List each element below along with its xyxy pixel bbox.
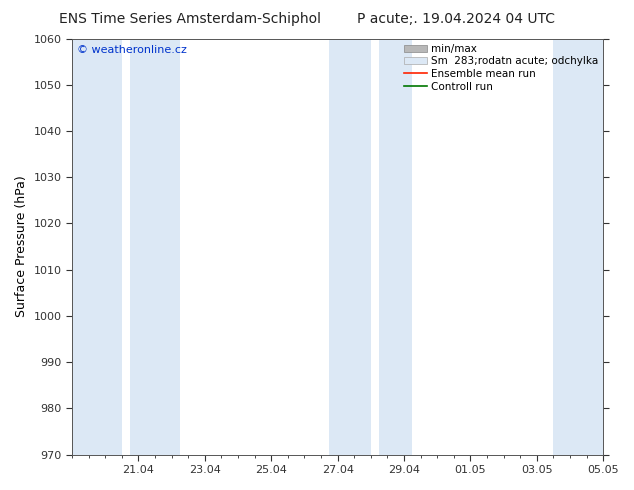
Text: ENS Time Series Amsterdam-Schiphol: ENS Time Series Amsterdam-Schiphol <box>59 12 321 26</box>
Bar <box>329 39 371 455</box>
Text: P acute;. 19.04.2024 04 UTC: P acute;. 19.04.2024 04 UTC <box>358 12 555 26</box>
Bar <box>553 39 603 455</box>
Bar <box>379 39 412 455</box>
Bar <box>130 39 180 455</box>
Legend: min/max, Sm  283;rodatn acute; odchylka, Ensemble mean run, Controll run: min/max, Sm 283;rodatn acute; odchylka, … <box>401 42 600 94</box>
Bar <box>72 39 122 455</box>
Text: © weatheronline.cz: © weatheronline.cz <box>77 45 187 55</box>
Y-axis label: Surface Pressure (hPa): Surface Pressure (hPa) <box>15 176 28 318</box>
